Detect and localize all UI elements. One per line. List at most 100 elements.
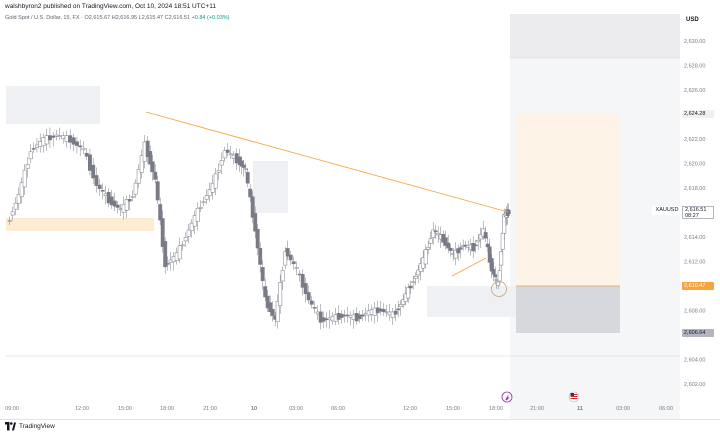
- candle-body: [25, 164, 30, 169]
- candle-body: [250, 196, 255, 218]
- candle-body: [219, 160, 224, 166]
- candle-body: [294, 267, 299, 269]
- candle-body: [499, 251, 504, 266]
- candle-body: [201, 201, 206, 204]
- publisher-bar: walshbyron2 published on TradingView.com…: [0, 0, 720, 14]
- candle-body: [458, 247, 463, 250]
- candle-body: [278, 282, 283, 306]
- candle-body: [248, 188, 253, 198]
- supply-zone-mid: [253, 161, 288, 213]
- footer-bar: TradingView: [0, 419, 720, 433]
- candle-body: [406, 287, 411, 299]
- candle-body: [41, 137, 46, 146]
- candle-body: [283, 251, 288, 266]
- candle-body: [180, 244, 185, 247]
- candle-body: [84, 152, 89, 157]
- candle-body: [491, 268, 496, 275]
- candle-body: [64, 135, 69, 142]
- candle-body: [7, 220, 12, 222]
- footer-brand: TradingView: [19, 423, 55, 430]
- candle-body: [78, 145, 83, 148]
- marker-circle[interactable]: [491, 281, 507, 297]
- candle-body: [408, 285, 413, 289]
- candle-body: [54, 134, 59, 137]
- candle-body: [413, 275, 418, 279]
- time-tick-label: 12:00: [75, 406, 89, 412]
- candle-body: [75, 141, 79, 146]
- candle-body: [88, 154, 92, 171]
- candle-body: [48, 135, 52, 141]
- candle-body: [312, 307, 317, 309]
- candles-series: [7, 127, 511, 330]
- candle-body: [485, 243, 490, 248]
- candle-body: [258, 248, 263, 265]
- time-axis-ticks: 09:00 12:00 15:00 18:00 21:00 10 03:00 06:00 12:…: [5, 406, 673, 412]
- candle-body: [446, 242, 451, 249]
- candle-body: [204, 195, 209, 200]
- candle-body: [433, 230, 438, 233]
- candle-body: [411, 281, 416, 284]
- candle-body: [165, 263, 170, 265]
- candle-body: [263, 286, 268, 298]
- candle-body: [275, 301, 280, 322]
- candle-body: [426, 247, 431, 250]
- candle-body: [130, 195, 135, 198]
- candle-body: [428, 238, 433, 244]
- candle-body: [81, 147, 86, 151]
- candle-body: [91, 164, 96, 179]
- close-value: C2,616.51: [164, 15, 191, 21]
- candle-body: [177, 245, 182, 260]
- candle-body: [13, 202, 18, 210]
- candle-body: [100, 190, 105, 192]
- open-value: O2,615.67: [84, 15, 111, 21]
- candle-body: [497, 270, 502, 282]
- candle-body: [487, 246, 492, 263]
- price-tick-label: 2,618.00: [684, 186, 705, 192]
- candle-body: [35, 144, 39, 148]
- time-tick-label: 21:00: [203, 406, 217, 412]
- position-stop-zone[interactable]: [516, 286, 620, 333]
- candle-body: [150, 161, 155, 173]
- candle-body: [68, 135, 73, 143]
- candle-body: [309, 300, 314, 305]
- candle-body: [158, 204, 163, 221]
- candle-body: [145, 140, 150, 157]
- candle-body: [360, 314, 365, 317]
- candle-body: [381, 308, 386, 313]
- rising-trendline[interactable]: [451, 257, 487, 277]
- time-tick-label: 03:00: [616, 406, 630, 412]
- candle-body: [28, 151, 33, 160]
- candle-body: [228, 153, 233, 156]
- candle-body: [270, 308, 275, 316]
- candle-body: [183, 237, 188, 242]
- candle-body: [10, 211, 15, 216]
- us-flag-icon[interactable]: [568, 391, 580, 403]
- candle-body: [243, 168, 248, 171]
- candle-body: [97, 184, 102, 189]
- bar-countdown: 08:27: [685, 213, 699, 219]
- candle-body: [124, 199, 129, 211]
- candle-body: [61, 135, 66, 139]
- candle-body: [225, 149, 230, 153]
- candle-body: [288, 254, 293, 261]
- candle-body: [133, 182, 138, 195]
- position-target-zone[interactable]: [516, 113, 620, 286]
- symbol-description[interactable]: Gold Spot / U.S. Dollar, 15, FX: [5, 15, 80, 21]
- last-price-tag: 2,616.51 08:27: [682, 206, 714, 219]
- event-icon-earnings[interactable]: [501, 391, 513, 403]
- descending-trendline[interactable]: [145, 111, 509, 213]
- time-tick-label: 15:00: [446, 406, 460, 412]
- candle-body: [19, 182, 24, 197]
- candle-body: [471, 243, 476, 252]
- time-tick-label: 21:00: [530, 406, 544, 412]
- candle-body: [115, 204, 120, 208]
- price-tick-label: 2,604.00: [684, 358, 705, 364]
- candle-body: [222, 150, 227, 159]
- currency-label[interactable]: USD: [686, 17, 699, 23]
- price-tick-label: 2,608.00: [684, 309, 705, 315]
- candle-body: [195, 208, 200, 222]
- candle-body: [57, 135, 62, 137]
- candle-body: [500, 232, 505, 250]
- candle-body: [112, 200, 117, 207]
